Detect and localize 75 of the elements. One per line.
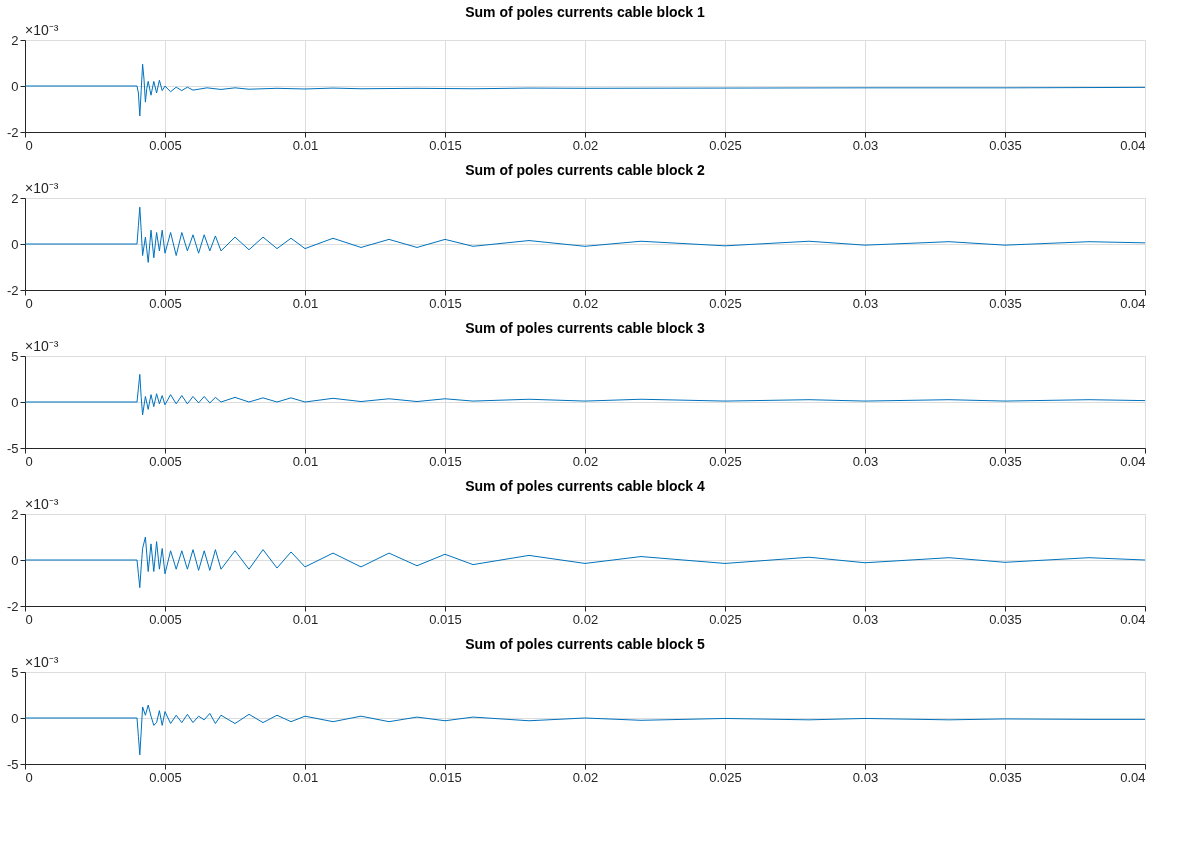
x-tick-label: 0.04 (1120, 295, 1146, 311)
chart-title: Sum of poles currents cable block 5 (465, 636, 706, 652)
y-tick-label: 2 (11, 190, 19, 206)
y-tick-label: -5 (6, 756, 19, 772)
x-tick-label: 0.015 (429, 137, 462, 153)
x-tick-label: 0.025 (709, 611, 742, 627)
y-tick-label: 5 (11, 348, 19, 364)
x-tick-label: 0.025 (709, 137, 742, 153)
x-tick-label: 0.015 (429, 295, 462, 311)
y-tick-label: 0 (11, 236, 19, 252)
line-series (25, 206, 1145, 263)
x-tick-label: 0.04 (1120, 453, 1146, 469)
x-tick-label: 0.04 (1120, 769, 1146, 785)
x-tick-label: 0.015 (429, 769, 462, 785)
x-tick-label: 0.025 (709, 453, 742, 469)
x-tick-label: 0.025 (709, 295, 742, 311)
chart-title: Sum of poles currents cable block 4 (465, 478, 706, 494)
x-tick-label: 0.01 (292, 769, 319, 785)
x-tick-label: 0.03 (852, 295, 879, 311)
line-series (25, 536, 1145, 589)
y-tick-label: -5 (6, 440, 19, 456)
x-tick-label: 0.035 (989, 611, 1022, 627)
y-tick-label: -2 (6, 124, 19, 140)
text: ×10⁻³ (25, 654, 59, 670)
x-tick-label: 0.04 (1120, 611, 1146, 627)
y-tick-label: 0 (11, 394, 19, 410)
text: ×10⁻³ (25, 496, 59, 512)
x-tick-label: 0.035 (989, 137, 1022, 153)
x-tick-label: 0 (25, 453, 33, 469)
chart-title: Sum of poles currents cable block 2 (465, 162, 706, 178)
x-tick-label: 0 (25, 137, 33, 153)
y-tick-label: 2 (11, 32, 19, 48)
line-series (25, 63, 1145, 117)
line-series (25, 373, 1145, 416)
x-tick-label: 0.035 (989, 769, 1022, 785)
x-tick-label: 0.015 (429, 611, 462, 627)
y-tick-label: 0 (11, 710, 19, 726)
x-tick-label: 0.03 (852, 137, 879, 153)
x-tick-label: 0.04 (1120, 137, 1146, 153)
text: ×10⁻³ (25, 180, 59, 196)
x-tick-label: 0.02 (572, 769, 599, 785)
line-series (25, 704, 1145, 756)
y-tick-label: 0 (11, 78, 19, 94)
x-tick-label: 0 (25, 769, 33, 785)
x-tick-label: 0 (25, 295, 33, 311)
x-tick-label: 0.035 (989, 295, 1022, 311)
x-tick-label: 0.005 (149, 295, 182, 311)
text: ×10⁻³ (25, 338, 59, 354)
x-tick-label: 0.005 (149, 769, 182, 785)
x-tick-label: 0.005 (149, 611, 182, 627)
x-tick-label: 0.03 (852, 611, 879, 627)
x-tick-label: 0.035 (989, 453, 1022, 469)
x-tick-label: 0.03 (852, 453, 879, 469)
x-tick-label: 0.015 (429, 453, 462, 469)
y-tick-label: 5 (11, 664, 19, 680)
chart-title: Sum of poles currents cable block 1 (465, 4, 706, 20)
x-tick-label: 0.01 (292, 137, 319, 153)
chart-title: Sum of poles currents cable block 3 (465, 320, 706, 336)
y-tick-label: 0 (11, 552, 19, 568)
x-tick-label: 0.02 (572, 137, 599, 153)
y-tick-label: -2 (6, 598, 19, 614)
x-tick-label: 0.025 (709, 769, 742, 785)
x-tick-label: 0.01 (292, 611, 319, 627)
x-tick-label: 0.01 (292, 453, 319, 469)
x-tick-label: 0.03 (852, 769, 879, 785)
x-tick-label: 0.02 (572, 453, 599, 469)
x-tick-label: 0.02 (572, 295, 599, 311)
x-tick-label: 0.01 (292, 295, 319, 311)
x-tick-label: 0 (25, 611, 33, 627)
x-tick-label: 0.02 (572, 611, 599, 627)
x-tick-label: 0.005 (149, 137, 182, 153)
y-tick-label: -2 (6, 282, 19, 298)
y-tick-label: 2 (11, 506, 19, 522)
text: ×10⁻³ (25, 22, 59, 38)
x-tick-label: 0.005 (149, 453, 182, 469)
